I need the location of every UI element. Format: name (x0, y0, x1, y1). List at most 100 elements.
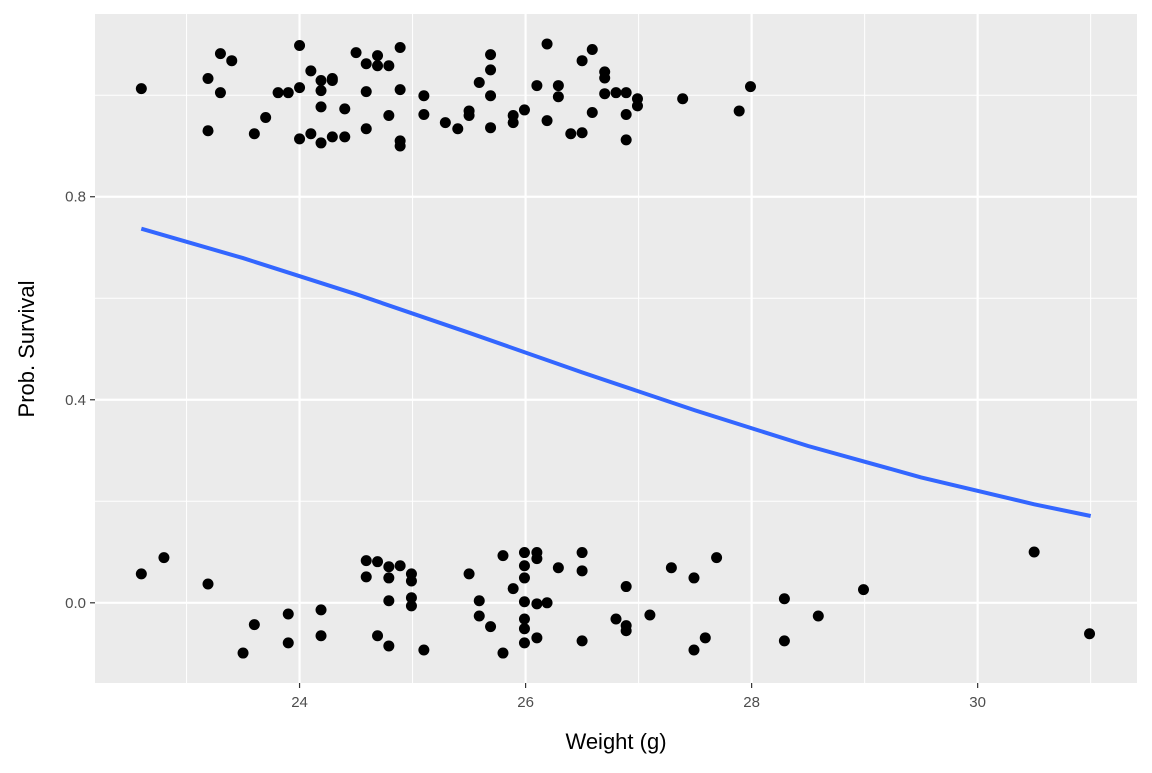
data-point (394, 140, 406, 152)
data-point (305, 65, 317, 77)
data-point (565, 128, 577, 140)
data-point (541, 597, 553, 609)
data-point (463, 110, 475, 122)
data-point (248, 619, 260, 631)
data-point (260, 112, 272, 124)
data-point (294, 82, 306, 94)
data-point (733, 105, 745, 117)
data-point (620, 134, 632, 146)
data-point (339, 103, 351, 115)
data-point (599, 88, 611, 100)
data-point (158, 552, 170, 564)
data-point (372, 556, 384, 568)
data-point (576, 565, 588, 577)
data-point (294, 39, 306, 51)
y-tick-label: 0.4 (65, 392, 86, 409)
x-axis-title: Weight (g) (565, 729, 666, 754)
data-point (418, 109, 430, 121)
data-point (135, 83, 147, 95)
data-point (541, 38, 553, 50)
data-point (610, 87, 622, 99)
data-point (531, 598, 543, 610)
data-point (214, 87, 226, 99)
data-point (1028, 546, 1040, 558)
data-point (620, 109, 632, 121)
data-point (383, 561, 395, 573)
data-point (394, 84, 406, 96)
data-point (405, 600, 417, 612)
data-point (507, 583, 519, 595)
x-tick-label: 28 (743, 694, 760, 711)
data-point (507, 117, 519, 129)
data-point (518, 623, 530, 635)
data-point (452, 123, 464, 135)
data-point (439, 117, 451, 129)
data-point (744, 81, 756, 93)
data-point (858, 584, 870, 596)
data-point (541, 115, 553, 127)
data-point (202, 125, 214, 137)
data-point (383, 640, 395, 652)
data-point (485, 49, 497, 61)
data-point (418, 644, 430, 656)
data-point (576, 547, 588, 559)
data-point (677, 93, 689, 105)
data-point (326, 131, 338, 143)
data-point (405, 592, 417, 604)
data-point (711, 552, 723, 564)
x-tick-label: 30 (969, 694, 986, 711)
data-point (610, 613, 622, 625)
data-point (576, 635, 588, 647)
data-point (531, 80, 543, 92)
data-point (360, 58, 372, 70)
data-point (778, 635, 790, 647)
data-point (360, 123, 372, 135)
data-point (518, 104, 530, 116)
data-point (315, 604, 327, 616)
data-point (214, 48, 226, 60)
data-point (202, 72, 214, 84)
data-point (586, 106, 598, 118)
data-point (360, 555, 372, 567)
y-tick-label: 0.8 (65, 189, 86, 206)
data-point (237, 647, 249, 659)
data-point (631, 100, 643, 112)
data-point (315, 137, 327, 149)
data-point (405, 575, 417, 587)
data-point (531, 553, 543, 565)
data-point (339, 131, 351, 143)
data-point (531, 632, 543, 644)
data-point (463, 568, 475, 580)
data-point (383, 60, 395, 72)
data-point (202, 578, 214, 590)
data-point (315, 101, 327, 113)
data-point (360, 571, 372, 583)
data-point (294, 133, 306, 145)
data-point (518, 613, 530, 625)
data-point (485, 90, 497, 102)
data-point (518, 547, 530, 559)
data-point (248, 128, 260, 140)
data-point (226, 55, 238, 67)
data-point (620, 625, 632, 637)
data-point (485, 621, 497, 633)
data-point (518, 560, 530, 572)
data-point (383, 595, 395, 607)
axis-ticks: 24 26 28 30 0.0 0.4 0.8 (65, 189, 986, 711)
data-point (282, 608, 294, 620)
x-tick-label: 24 (291, 694, 308, 711)
data-point (383, 110, 395, 122)
data-point (394, 42, 406, 54)
data-point (394, 560, 406, 572)
data-point (383, 572, 395, 584)
data-point (485, 122, 497, 134)
data-point (473, 610, 485, 622)
data-point (576, 55, 588, 67)
data-point (599, 72, 611, 84)
data-point (644, 609, 656, 621)
data-point (326, 74, 338, 86)
data-point (485, 64, 497, 76)
data-point (315, 630, 327, 642)
data-point (812, 610, 824, 622)
